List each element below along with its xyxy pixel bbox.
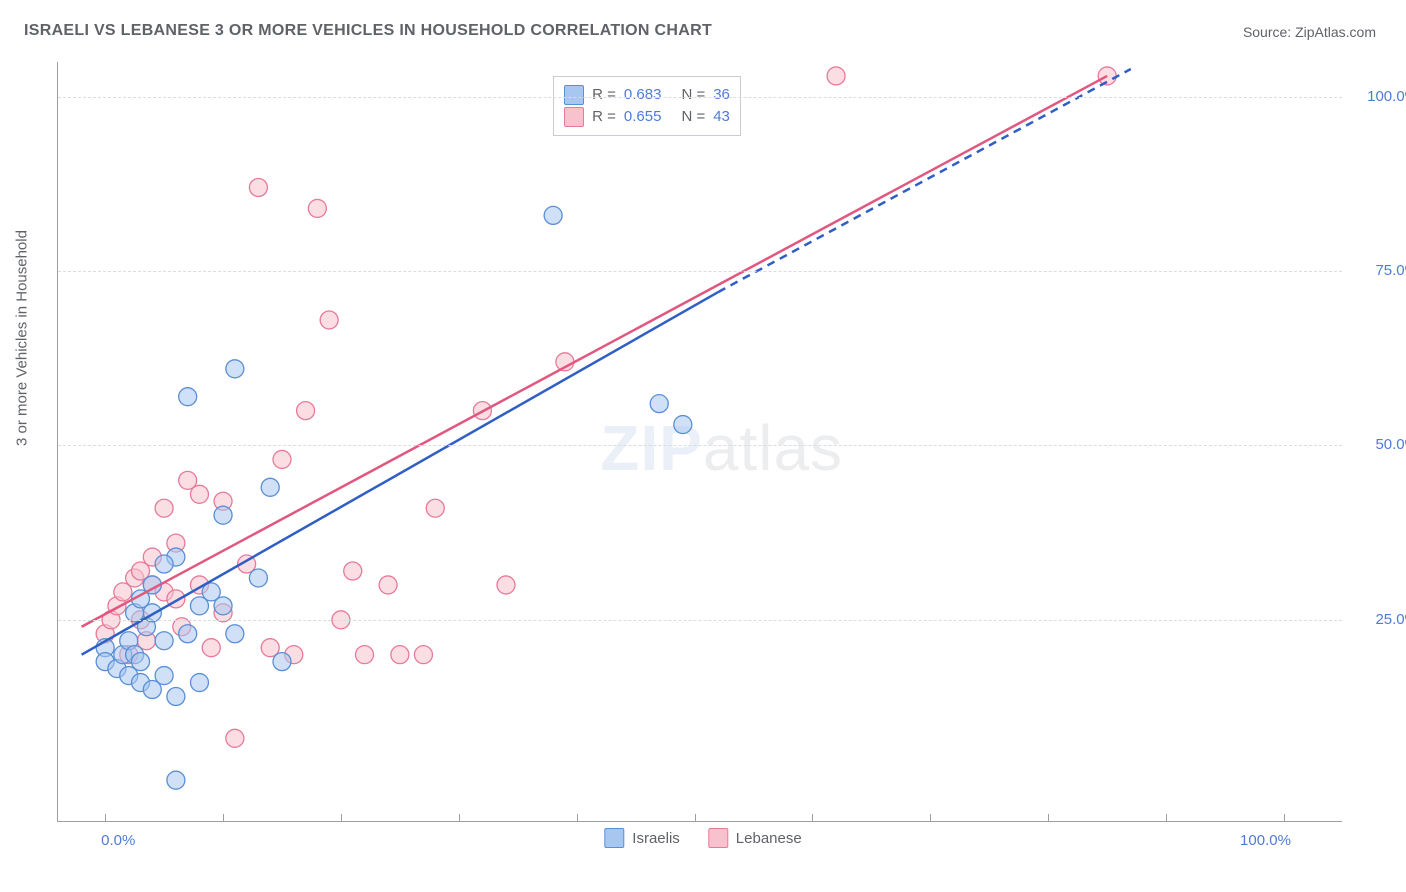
trend-lebanese: [82, 76, 1108, 627]
point-lebanese: [155, 499, 173, 517]
stats-n-value: 36: [713, 86, 730, 103]
point-lebanese: [827, 67, 845, 85]
point-lebanese: [391, 646, 409, 664]
point-israeli: [261, 478, 279, 496]
x-tick: [1284, 814, 1285, 822]
series-legend-label: Lebanese: [736, 830, 802, 847]
gridline: [58, 271, 1342, 272]
point-israeli: [190, 674, 208, 692]
x-tick: [341, 814, 342, 822]
x-tick: [1048, 814, 1049, 822]
point-israeli: [214, 597, 232, 615]
point-israeli: [167, 687, 185, 705]
point-lebanese: [414, 646, 432, 664]
stats-r-label: R =: [592, 86, 616, 103]
y-tick-label: 50.0%: [1354, 436, 1406, 453]
x-tick-label: 0.0%: [101, 832, 135, 849]
x-tick: [930, 814, 931, 822]
legend-swatch: [564, 85, 584, 105]
stats-n-label: N =: [681, 86, 705, 103]
point-lebanese: [308, 199, 326, 217]
legend-swatch: [604, 828, 624, 848]
point-israeli: [249, 569, 267, 587]
gridline: [58, 620, 1342, 621]
point-lebanese: [344, 562, 362, 580]
legend-swatch: [708, 828, 728, 848]
source-label: Source: ZipAtlas.com: [1243, 24, 1376, 40]
point-israeli: [674, 416, 692, 434]
point-lebanese: [190, 485, 208, 503]
x-tick: [459, 814, 460, 822]
point-lebanese: [356, 646, 374, 664]
chart-title: ISRAELI VS LEBANESE 3 OR MORE VEHICLES I…: [24, 22, 712, 40]
point-israeli: [155, 667, 173, 685]
point-israeli: [214, 506, 232, 524]
y-tick-label: 25.0%: [1354, 611, 1406, 628]
point-israeli: [132, 653, 150, 671]
gridline: [58, 97, 1342, 98]
x-tick: [695, 814, 696, 822]
x-tick: [105, 814, 106, 822]
stats-legend-row: R = 0.655 N = 43: [564, 107, 730, 127]
point-lebanese: [379, 576, 397, 594]
point-israeli: [167, 771, 185, 789]
stats-n-value: 43: [713, 108, 730, 125]
point-lebanese: [273, 450, 291, 468]
y-tick-label: 75.0%: [1354, 262, 1406, 279]
x-tick: [223, 814, 224, 822]
x-tick: [577, 814, 578, 822]
series-legend-item: Israelis: [604, 828, 680, 848]
point-israeli: [650, 395, 668, 413]
plot-area: ZIPatlas R =0.683N =36R =0.655N =43 25.0…: [57, 62, 1342, 822]
series-legend-item: Lebanese: [708, 828, 802, 848]
point-israeli: [179, 388, 197, 406]
x-tick-label: 100.0%: [1240, 832, 1291, 849]
stats-r-value: 0.655: [624, 108, 662, 125]
gridline: [58, 445, 1342, 446]
x-tick: [1166, 814, 1167, 822]
point-lebanese: [320, 311, 338, 329]
stats-legend-row: R = 0.683 N = 36: [564, 85, 730, 105]
trend-israeli: [82, 292, 719, 655]
stats-r-value: 0.683: [624, 86, 662, 103]
point-israeli: [273, 653, 291, 671]
chart-container: ISRAELI VS LEBANESE 3 OR MORE VEHICLES I…: [0, 0, 1406, 892]
x-tick: [812, 814, 813, 822]
point-lebanese: [202, 639, 220, 657]
point-lebanese: [497, 576, 515, 594]
point-lebanese: [426, 499, 444, 517]
point-israeli: [544, 206, 562, 224]
series-legend-label: Israelis: [632, 830, 680, 847]
stats-n-label: N =: [681, 108, 705, 125]
series-legend: Israelis Lebanese: [604, 828, 801, 848]
y-axis-label: 3 or more Vehicles in Household: [14, 230, 31, 446]
point-lebanese: [249, 179, 267, 197]
stats-legend: R = 0.683 N = 36 R = 0.655 N = 43: [553, 76, 741, 136]
y-tick-label: 100.0%: [1354, 88, 1406, 105]
point-israeli: [155, 632, 173, 650]
trend-israeli-dash: [718, 69, 1131, 292]
point-lebanese: [297, 402, 315, 420]
point-israeli: [179, 625, 197, 643]
scatter-svg: [58, 62, 1342, 821]
point-israeli: [226, 625, 244, 643]
point-israeli: [226, 360, 244, 378]
point-lebanese: [226, 729, 244, 747]
point-israeli: [155, 555, 173, 573]
stats-r-label: R =: [592, 108, 616, 125]
legend-swatch: [564, 107, 584, 127]
